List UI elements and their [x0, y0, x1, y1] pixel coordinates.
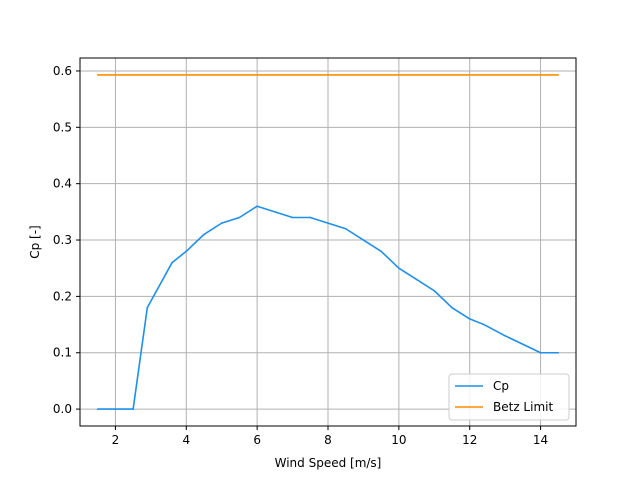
data-point: [291, 216, 294, 219]
y-tick-label: 0.4: [53, 177, 72, 191]
data-point: [274, 211, 276, 213]
legend-label: Cp: [493, 379, 509, 393]
legend: Cp Betz Limit: [448, 373, 570, 421]
x-axis-label: Wind Speed [m/s]: [275, 456, 382, 470]
y-tick-label: 0.3: [53, 233, 72, 247]
x-tick-label: 12: [462, 433, 477, 447]
data-point: [203, 233, 205, 236]
data-point: [171, 261, 173, 264]
legend-label: Betz Limit: [493, 400, 553, 414]
y-tick-label: 0.2: [53, 289, 72, 303]
data-point: [468, 318, 471, 320]
y-tick-label: 0.0: [53, 402, 72, 416]
series-layer: [96, 74, 560, 410]
data-point: [362, 239, 365, 241]
x-tick-label: 8: [324, 433, 332, 447]
data-point: [483, 323, 485, 326]
data-point: [309, 216, 312, 219]
data-point: [132, 408, 134, 410]
data-point: [146, 306, 149, 309]
x-tick-label: 4: [182, 433, 190, 447]
data-point: [256, 205, 258, 208]
data-point: [539, 351, 542, 354]
data-point: [114, 408, 117, 410]
data-point: [557, 351, 560, 354]
data-point: [344, 227, 347, 230]
data-point: [238, 216, 241, 219]
x-tick-label: 14: [533, 433, 548, 447]
x-axis: 2 4 6 8 10 12 14: [112, 426, 548, 447]
data-point: [185, 250, 188, 253]
data-point: [504, 335, 506, 337]
data-point: [96, 408, 99, 410]
data-point: [96, 74, 99, 76]
y-tick-label: 0.1: [53, 346, 72, 360]
data-point: [380, 250, 382, 253]
data-point: [220, 222, 223, 224]
data-point: [451, 306, 453, 309]
y-tick-label: 0.5: [53, 120, 72, 134]
data-point: [433, 289, 436, 292]
x-tick-label: 10: [391, 433, 406, 447]
data-point: [327, 222, 329, 224]
data-point: [398, 267, 400, 270]
data-point: [415, 278, 418, 281]
x-tick-label: 2: [112, 433, 120, 447]
x-tick-label: 6: [253, 433, 261, 447]
grid: [80, 58, 576, 426]
data-point: [522, 343, 524, 346]
y-tick-label: 0.6: [53, 64, 72, 78]
y-axis: 0.0 0.1 0.2 0.3 0.4 0.5 0.6: [53, 64, 80, 416]
y-axis-label: Cp [-]: [28, 225, 42, 259]
data-point: [557, 74, 560, 76]
